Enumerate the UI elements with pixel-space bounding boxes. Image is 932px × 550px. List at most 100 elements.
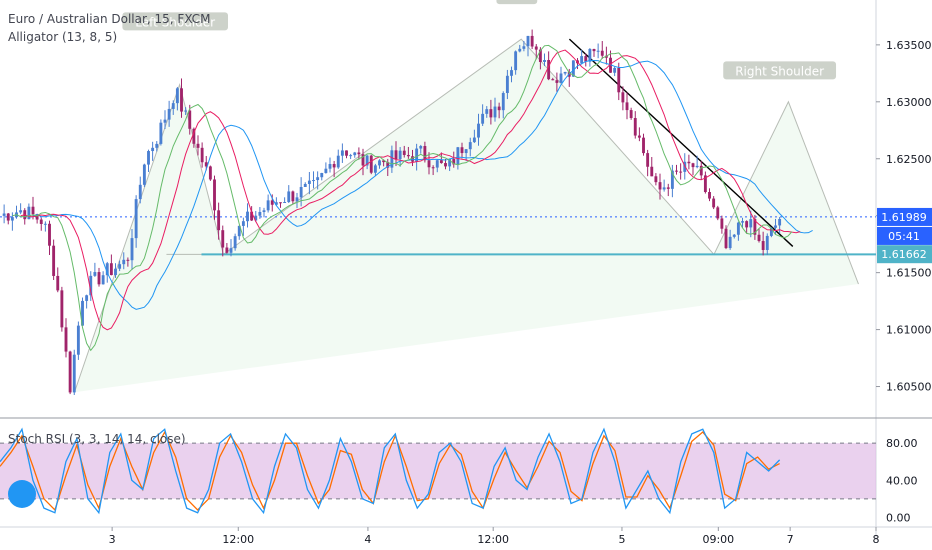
candle-body: [126, 259, 130, 261]
pattern-label: Head: [501, 0, 532, 3]
candle-body: [749, 219, 753, 228]
symbol-title: Euro / Australian Dollar, 15, FXCM: [8, 12, 211, 26]
candle-body: [373, 165, 377, 173]
time-tick-label: 8: [873, 533, 880, 546]
candle-body: [250, 211, 254, 221]
stoch-d-line: [0, 430, 780, 512]
candle-body: [419, 146, 423, 149]
candle-body: [708, 192, 711, 199]
time-tick-label: 3: [109, 533, 116, 546]
candle-body: [406, 154, 410, 157]
candle-body: [679, 171, 683, 173]
candle-body: [109, 263, 113, 276]
candle-body: [444, 163, 447, 167]
tradingview-logo-icon[interactable]: [8, 480, 36, 508]
indicator-legend[interactable]: Alligator (13, 8, 5): [8, 30, 118, 44]
price-badge: [877, 245, 932, 264]
candle-body: [402, 150, 406, 155]
candle-body: [543, 60, 546, 62]
candle-body: [753, 219, 757, 235]
alligator-jaw-line: [32, 59, 813, 310]
candle-body: [184, 110, 188, 112]
candle-body: [732, 234, 736, 237]
candle-body: [448, 159, 452, 167]
candle-body: [48, 223, 51, 246]
candle-body: [6, 213, 10, 221]
candle-body: [258, 211, 262, 216]
candle-body: [505, 75, 509, 94]
candle-body: [130, 238, 134, 261]
candle-body: [68, 351, 72, 393]
candle-body: [134, 199, 138, 239]
candle-body: [728, 236, 732, 249]
price-tick-label: 1.60500: [886, 381, 932, 394]
candle-body: [588, 49, 592, 62]
oscillator-legend[interactable]: Stoch RSI (3, 3, 14, 14, close): [8, 432, 186, 446]
candle-body: [621, 92, 625, 103]
candle-body: [658, 182, 662, 190]
candle-body: [613, 67, 617, 73]
candle-body: [97, 272, 101, 285]
candle-body: [724, 228, 728, 249]
candle-body: [774, 225, 777, 228]
candle-body: [192, 128, 196, 144]
candle-body: [246, 211, 249, 222]
candle-body: [394, 150, 398, 160]
candle-body: [233, 236, 237, 249]
candle-body: [761, 241, 765, 250]
price-tick-label: 1.63000: [886, 96, 932, 109]
price-badge: [877, 207, 932, 226]
candle-body: [279, 202, 282, 204]
stoch-k-line: [0, 427, 781, 515]
candle-body: [262, 210, 266, 212]
pattern-label: Right Shoulder: [735, 64, 824, 78]
candle-body: [39, 219, 43, 224]
price-badge-label: 1.61662: [881, 248, 927, 261]
candle-body: [510, 70, 513, 76]
candle-body: [357, 152, 361, 155]
candle-body: [64, 327, 68, 352]
candle-body: [303, 183, 307, 187]
candle-body: [666, 187, 670, 189]
candle-body: [72, 354, 76, 393]
candle-body: [324, 168, 328, 174]
candle-body: [547, 60, 551, 80]
candle-body: [493, 106, 497, 118]
candle-body: [625, 102, 629, 111]
candle-body: [518, 48, 522, 52]
time-tick-label: 7: [787, 533, 794, 546]
candle-body: [237, 225, 241, 237]
price-tick-label: 1.61000: [886, 324, 932, 337]
candle-body: [439, 160, 443, 164]
candle-body: [229, 248, 233, 253]
candle-body: [460, 147, 464, 154]
candle-body: [485, 109, 489, 114]
candle-body: [435, 160, 439, 168]
candle-body: [468, 142, 472, 150]
candle-body: [365, 155, 369, 166]
candle-body: [712, 198, 716, 208]
candle-body: [555, 80, 559, 83]
candles-group: [2, 29, 782, 395]
candle-body: [390, 150, 394, 168]
candle-body: [138, 184, 142, 200]
candle-body: [522, 46, 526, 49]
candle-body: [81, 300, 84, 326]
price-badge-label: 05:41: [888, 230, 920, 243]
candle-body: [180, 88, 183, 112]
candle-body: [204, 162, 208, 167]
candle-body: [340, 150, 344, 156]
pattern-area: [74, 39, 859, 393]
candle-body: [291, 191, 295, 202]
candle-body: [221, 230, 225, 248]
candle-body: [85, 295, 89, 301]
candle-body: [274, 202, 278, 205]
candle-body: [19, 210, 23, 213]
candle-body: [646, 153, 650, 167]
stoch-tick-label: 80.00: [886, 437, 918, 450]
candle-body: [159, 122, 163, 144]
candle-body: [316, 177, 320, 181]
candle-body: [514, 51, 518, 71]
candle-body: [142, 164, 146, 185]
